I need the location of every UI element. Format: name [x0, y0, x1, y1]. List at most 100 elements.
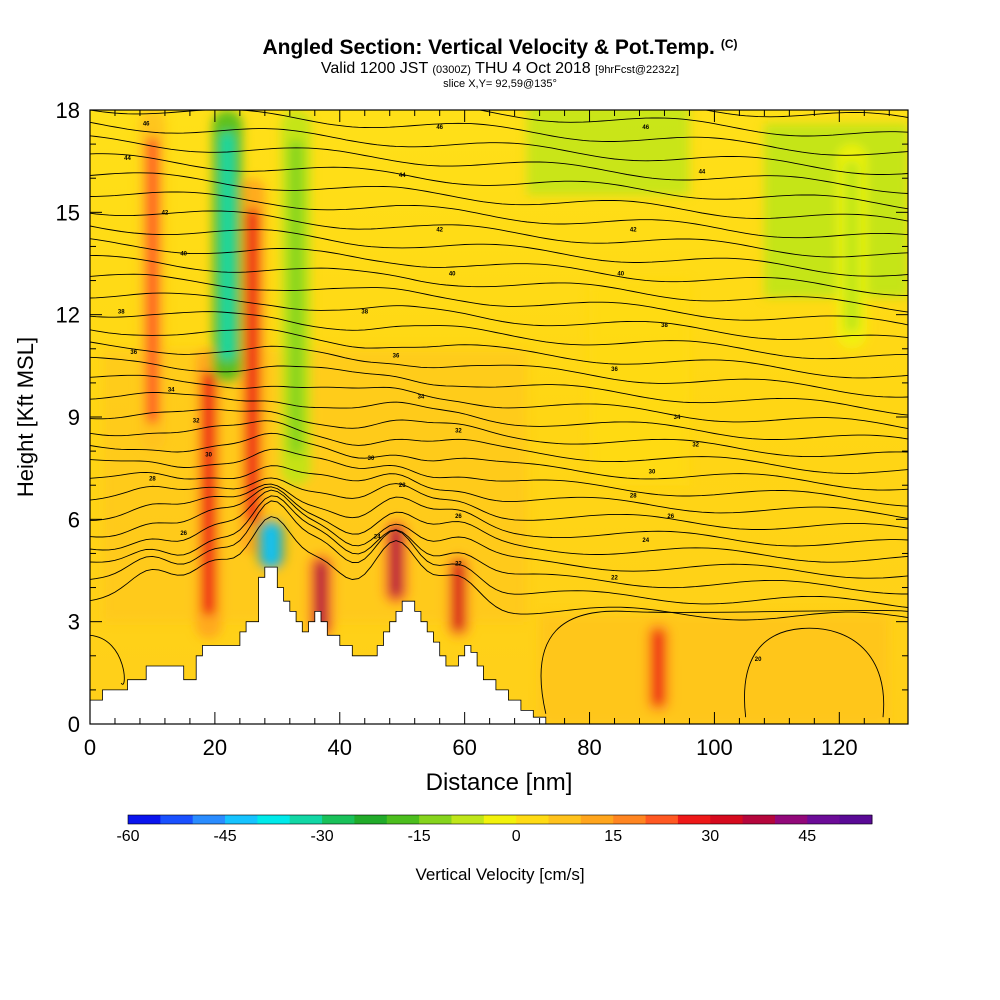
- y-tick-label: 0: [68, 712, 80, 737]
- colorbar-swatch: [354, 815, 388, 824]
- theta-label: 24: [642, 538, 649, 544]
- theta-label: 40: [180, 251, 187, 257]
- x-tick-label: 60: [452, 735, 476, 760]
- y-tick-label: 12: [56, 303, 80, 328]
- theta-label: 26: [455, 514, 462, 520]
- colorbar-tick-label: 30: [701, 828, 720, 845]
- y-tick-label: 3: [68, 610, 80, 635]
- theta-label: 36: [611, 367, 618, 373]
- x-axis-label: Distance [nm]: [426, 769, 573, 796]
- colorbar-swatch: [807, 815, 841, 824]
- y-tick-label: 9: [68, 405, 80, 430]
- theta-contour: [90, 273, 908, 326]
- theta-contour: [90, 153, 908, 210]
- x-tick-label: 100: [696, 735, 733, 760]
- theta-contour: [90, 210, 908, 258]
- velocity-cells: [102, 110, 908, 724]
- theta-label: 28: [149, 476, 156, 482]
- terrain: [89, 566, 908, 725]
- theta-label: 44: [699, 169, 706, 175]
- colorbar-swatch: [160, 815, 194, 824]
- theta-label: 30: [649, 470, 656, 476]
- colorbar-swatch: [613, 815, 647, 824]
- theta-label: 26: [667, 514, 674, 520]
- y-tick-label: 6: [68, 507, 80, 532]
- colorbar-swatch: [645, 815, 679, 824]
- colorbar-swatch: [289, 815, 323, 824]
- theta-contour: [90, 292, 908, 340]
- x-tick-label: 0: [84, 735, 96, 760]
- theta-label: 40: [449, 272, 456, 278]
- theta-label: 32: [193, 418, 200, 424]
- colorbar-swatch: [548, 815, 582, 824]
- colorbar-tick-label: -30: [310, 828, 334, 845]
- colorbar-title: Vertical Velocity [cm/s]: [415, 865, 585, 884]
- colorbar-tick-label: -45: [213, 828, 237, 845]
- colorbar-swatch: [516, 815, 550, 824]
- colorbar-swatch: [483, 815, 517, 824]
- colorbar-frame: [127, 814, 873, 825]
- colorbar: [127, 814, 873, 825]
- theta-label: 28: [399, 483, 406, 489]
- theta-label: 44: [124, 156, 131, 162]
- theta-contour: [90, 110, 908, 156]
- y-tick-label: 18: [56, 98, 80, 123]
- x-tick-label: 120: [821, 735, 858, 760]
- valid-date: THU 4 Oct 2018: [475, 60, 591, 77]
- theta-contour: [90, 121, 908, 175]
- updraft-core: [451, 560, 465, 632]
- colorbar-swatch: [225, 815, 258, 824]
- theta-contour: [90, 341, 908, 398]
- theta-contour: [90, 356, 908, 416]
- chart-title-unit: (C): [720, 37, 738, 51]
- theta-label: 42: [436, 227, 443, 233]
- theta-label: 32: [455, 429, 462, 435]
- theta-label: 26: [180, 531, 187, 537]
- theta-contour: [90, 238, 908, 296]
- valid-utc: (0300Z): [432, 64, 471, 76]
- theta-label: 38: [118, 309, 125, 315]
- slice-info: slice X,Y= 92,59@135°: [443, 78, 557, 90]
- downdraft-core: [288, 140, 304, 456]
- updraft-core: [651, 629, 665, 707]
- theta-contour: [90, 392, 908, 440]
- x-tick-label: 40: [328, 735, 352, 760]
- theta-contour: [703, 110, 908, 118]
- velocity-field: [90, 110, 908, 724]
- theta-label: 44: [399, 173, 406, 179]
- downdraft-core: [219, 131, 235, 362]
- theta-contour: [90, 495, 908, 595]
- theta-contour: [90, 448, 908, 507]
- colorbar-tick-label: -15: [407, 828, 431, 845]
- colorbar-swatch: [192, 815, 226, 824]
- theta-contour: [90, 477, 908, 530]
- theta-label: 30: [205, 453, 212, 459]
- theta-contour: [90, 516, 908, 621]
- x-tick-label: 80: [577, 735, 601, 760]
- colorbar-swatch: [322, 815, 355, 824]
- y-axis-label: Height [Kft MSL]: [13, 337, 38, 497]
- theta-contour: [90, 486, 908, 563]
- chart-title: Angled Section: Vertical Velocity & Pot.…: [0, 36, 1000, 60]
- theta-contour: [540, 610, 908, 714]
- theta-contour: [90, 483, 908, 547]
- colorbar-tick-label: 15: [604, 828, 623, 845]
- colorbar-tick-label: 45: [798, 828, 817, 845]
- theta-contour: [476, 110, 908, 137]
- colorbar-swatch: [451, 815, 485, 824]
- theta-label: 22: [611, 575, 618, 581]
- colorbar-swatch: [580, 815, 614, 824]
- theta-contour: [90, 489, 908, 579]
- theta-label: 46: [143, 122, 150, 128]
- y-tick-label: 15: [56, 200, 80, 225]
- theta-contour: [90, 432, 908, 491]
- theta-label: 34: [168, 388, 175, 394]
- colorbar-swatch: [386, 815, 420, 824]
- theta-label: 34: [674, 415, 681, 421]
- colorbar-swatch: [742, 815, 776, 824]
- theta-label: 34: [418, 395, 425, 401]
- weak-downdraft-area: [764, 123, 908, 298]
- theta-contour: [90, 374, 908, 430]
- theta-contour: [90, 225, 908, 277]
